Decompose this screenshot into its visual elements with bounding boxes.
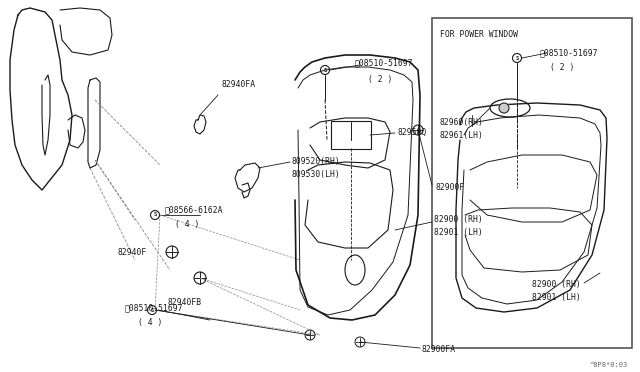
Text: 82940F: 82940F xyxy=(118,248,147,257)
FancyBboxPatch shape xyxy=(331,121,371,149)
Text: 82960(RH): 82960(RH) xyxy=(440,118,484,127)
Bar xyxy=(432,18,632,348)
Text: ( 4 ): ( 4 ) xyxy=(175,220,200,229)
Text: 809520(RH): 809520(RH) xyxy=(292,157,340,166)
Text: 82950Q: 82950Q xyxy=(397,128,426,137)
Text: 82901 (LH): 82901 (LH) xyxy=(532,293,580,302)
Text: ( 2 ): ( 2 ) xyxy=(550,63,574,72)
Text: 82940FA: 82940FA xyxy=(222,80,256,89)
Text: S: S xyxy=(150,308,154,312)
Text: ( 4 ): ( 4 ) xyxy=(138,318,163,327)
Text: FOR POWER WINDOW: FOR POWER WINDOW xyxy=(440,30,518,39)
Text: S: S xyxy=(515,55,518,61)
Text: 82900FA: 82900FA xyxy=(422,345,456,354)
Text: S: S xyxy=(154,212,157,218)
Text: Ⓜ08510-51697: Ⓜ08510-51697 xyxy=(355,58,413,67)
Text: 82901 (LH): 82901 (LH) xyxy=(434,228,483,237)
Text: Ⓜ08510-51697: Ⓜ08510-51697 xyxy=(125,303,184,312)
Text: 809530(LH): 809530(LH) xyxy=(292,170,340,179)
Text: 82900 (RH): 82900 (RH) xyxy=(532,280,580,289)
Text: Ⓜ08510-51697: Ⓜ08510-51697 xyxy=(540,48,598,57)
Text: ^8P8*0:03: ^8P8*0:03 xyxy=(589,362,628,368)
Text: 82900 (RH): 82900 (RH) xyxy=(434,215,483,224)
Text: 82900F: 82900F xyxy=(435,183,464,192)
Text: 82961(LH): 82961(LH) xyxy=(440,131,484,140)
Ellipse shape xyxy=(499,103,509,113)
Text: Ⓜ08566-6162A: Ⓜ08566-6162A xyxy=(165,205,223,214)
Text: S: S xyxy=(323,67,326,73)
Text: ( 2 ): ( 2 ) xyxy=(368,75,392,84)
Text: 82940FB: 82940FB xyxy=(168,298,202,307)
